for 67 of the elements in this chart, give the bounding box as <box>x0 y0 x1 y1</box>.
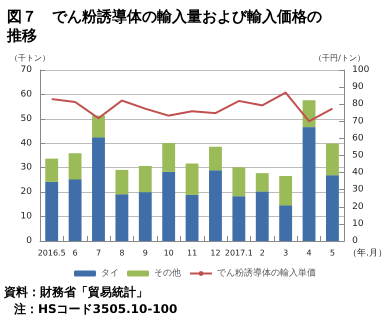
bar <box>326 144 339 176</box>
y2-tick-label: 50 <box>352 150 364 160</box>
bar <box>68 153 82 180</box>
y2-tick-label: 30 <box>352 184 364 195</box>
line-series <box>50 92 334 122</box>
y-tick-label: 50 <box>20 114 32 124</box>
bar <box>162 172 176 241</box>
y-tick-label: 70 <box>20 65 32 75</box>
x-tick-label: 6 <box>72 248 78 258</box>
x-tick-label: 5 <box>330 248 335 258</box>
bar <box>186 164 199 195</box>
bar <box>162 143 176 172</box>
bar <box>138 192 152 241</box>
y-tick-label: 60 <box>20 89 32 100</box>
bar <box>256 192 269 241</box>
x-tick-label: 9 <box>142 248 148 258</box>
y-axis-title: （千トン） <box>10 54 50 62</box>
y2-tick-label: 70 <box>352 116 364 126</box>
x-tick-label: 10 <box>164 248 174 258</box>
bar <box>45 158 58 182</box>
x-tick-label: 8 <box>119 248 124 258</box>
y2-tick-label: 90 <box>352 82 364 92</box>
bar <box>68 179 82 241</box>
legend-label: その他 <box>154 268 181 278</box>
x-tick-label: 11 <box>186 248 198 258</box>
x-tick-label: 4 <box>306 248 312 258</box>
legend-label: タイ <box>101 268 119 278</box>
y-tick-label: 40 <box>20 138 32 148</box>
y2-tick-label: 10 <box>352 218 364 229</box>
y2-tick-label: 40 <box>352 168 364 178</box>
x-axis-title: （年.月） <box>348 248 388 258</box>
y-tick-label: 30 <box>20 162 32 173</box>
y2-tick-label: 20 <box>352 202 364 212</box>
y2-tick-label: 0 <box>352 236 358 246</box>
y-tick-label: 20 <box>20 187 32 198</box>
bar <box>115 170 128 194</box>
bar <box>209 170 222 241</box>
x-tick-label: 3 <box>283 248 288 258</box>
bar <box>256 173 269 192</box>
x-tick-label: 2016.5 <box>38 248 66 258</box>
bar <box>326 175 339 241</box>
bar <box>232 196 246 241</box>
bar <box>302 127 316 241</box>
bar <box>209 146 222 170</box>
text: 資料：財務省「貿易統計」 <box>3 285 148 299</box>
bar <box>45 182 58 241</box>
y2-tick-label: 100 <box>352 65 370 75</box>
bar <box>115 194 128 241</box>
y-tick-label: 10 <box>20 212 32 222</box>
bar <box>232 167 246 196</box>
x-tick-label: 2017.1 <box>224 248 253 258</box>
legend-label: でん粉誘導体の輸入単価 <box>217 268 316 278</box>
text: 注：HSコード3505.10-100 <box>13 302 178 316</box>
bar <box>279 205 292 241</box>
chart-title: 図７ でん粉誘導体の輸入量および輸入価格の推移 <box>6 8 322 44</box>
bar <box>92 137 105 241</box>
x-tick-label: 12 <box>210 248 221 258</box>
x-tick-label: 7 <box>96 248 102 258</box>
y2-tick-label: 80 <box>352 99 364 110</box>
bar <box>92 116 105 138</box>
bar <box>186 194 199 241</box>
x-tick-label: 2 <box>260 248 265 258</box>
bar <box>138 166 152 192</box>
y-tick-label: 0 <box>26 236 32 246</box>
bar <box>279 176 292 206</box>
y2-tick-label: 60 <box>352 133 364 144</box>
y2-axis-title: （千円/トン） <box>314 54 365 62</box>
